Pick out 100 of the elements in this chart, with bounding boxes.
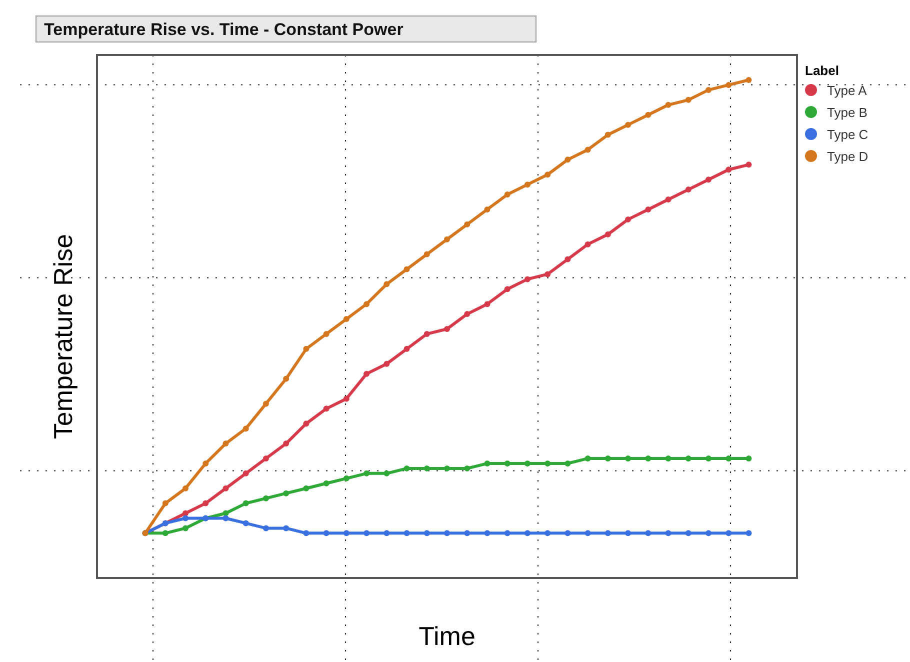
point [705,86,712,93]
point [504,530,510,536]
point [564,460,571,466]
point [726,455,732,462]
point [484,460,490,466]
x-axis-title: Time [418,621,476,651]
legend-label: Type C [827,127,868,142]
legend-label: Type D [827,149,868,164]
point [645,530,652,536]
point [283,376,290,382]
point [283,525,290,532]
point [705,530,712,536]
point [625,530,632,536]
point [464,530,470,536]
point [242,520,249,526]
point [726,166,732,173]
point [604,231,611,238]
point [323,480,330,486]
point [343,316,350,322]
point [464,311,470,318]
point [262,400,269,407]
point [726,82,732,88]
point [584,530,591,536]
point [262,495,269,502]
point [404,266,410,272]
point [665,102,672,108]
point [242,470,249,476]
point [343,530,350,536]
point [364,301,370,308]
point [364,530,370,536]
point [584,241,591,248]
point [504,460,510,466]
point [364,470,370,476]
point [685,530,692,536]
point [504,286,510,292]
point [404,530,410,536]
point [303,485,310,492]
point [222,515,229,522]
point [685,96,692,103]
point [524,182,530,188]
point [604,530,611,536]
point [303,420,310,427]
point [162,500,168,506]
point [384,281,390,288]
point [303,530,310,536]
point [424,465,430,472]
point [746,530,752,536]
y-axis-title: Temperature Rise [48,234,78,440]
point [705,176,712,183]
point [222,440,229,447]
point [404,465,410,472]
point [665,455,672,462]
point [746,455,752,462]
point [303,346,310,352]
point [584,455,591,462]
point [384,530,390,536]
point [262,455,269,462]
point [584,146,591,153]
point [404,346,410,352]
point [504,192,510,198]
point [625,216,632,222]
point [424,530,430,536]
point [283,440,290,447]
point [524,530,530,536]
point [364,370,370,377]
point [424,251,430,258]
legend-title: Label [805,63,839,78]
point [222,485,229,492]
point [444,530,450,536]
point [564,156,571,163]
point [665,530,672,536]
point [444,465,450,472]
point [464,465,470,472]
point [162,530,168,536]
point [343,475,350,482]
chart-title: Temperature Rise vs. Time - Constant Power [44,20,404,39]
point [746,162,752,168]
point [283,490,290,496]
legend-label: Type A [827,83,868,98]
point [544,172,551,178]
point [544,271,551,278]
point [182,525,189,532]
point [524,276,530,282]
point [665,196,672,203]
point [262,525,269,532]
point [343,396,350,402]
point [645,455,652,462]
point [424,330,430,337]
point [182,510,189,516]
point [645,206,652,212]
point [726,530,732,536]
point [685,186,692,193]
point [604,132,611,138]
point [564,256,571,262]
point [544,530,551,536]
point [444,326,450,332]
point [323,406,330,412]
point [685,455,692,462]
point [202,460,209,466]
point [604,455,611,462]
